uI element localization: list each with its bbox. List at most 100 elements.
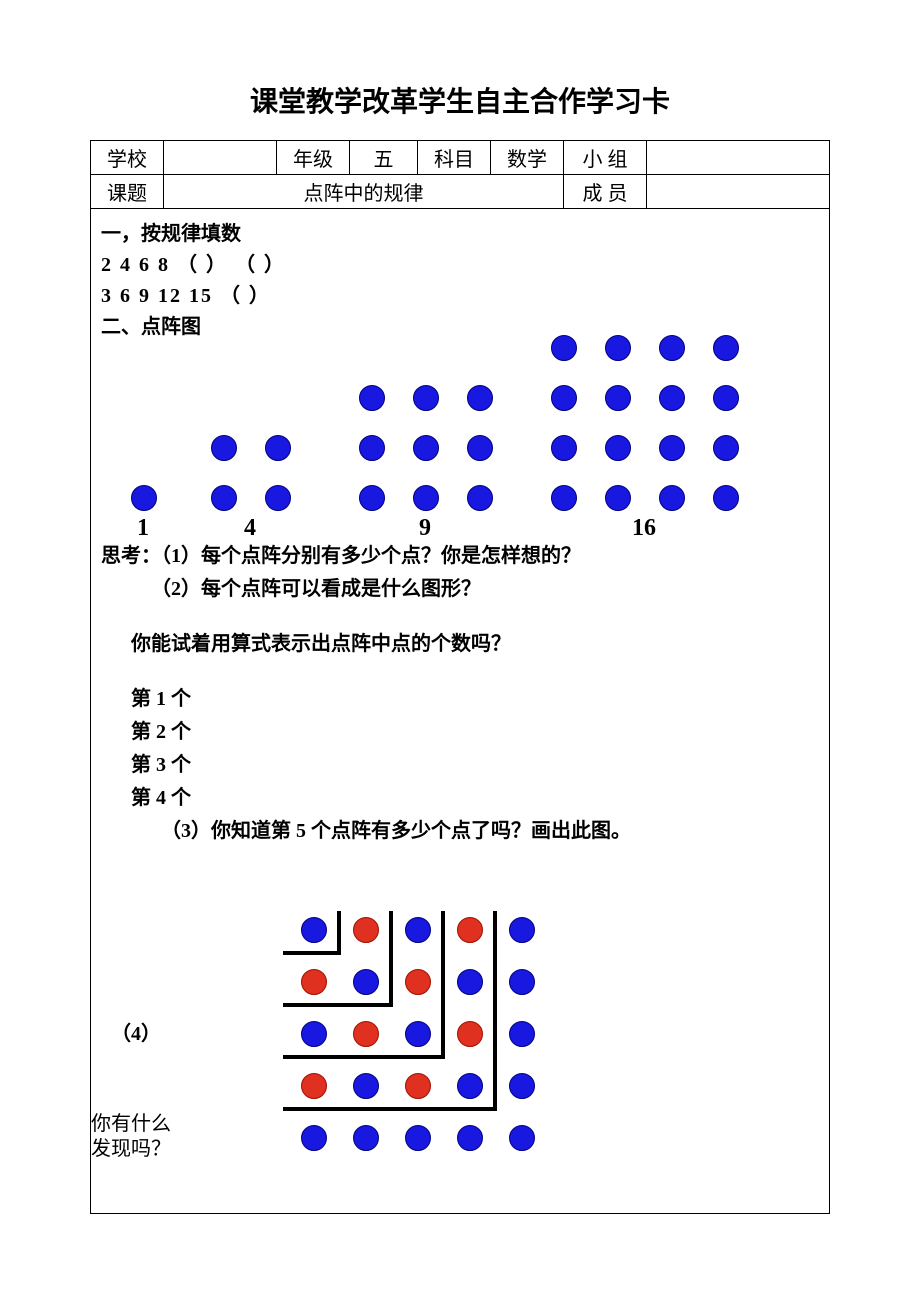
dot <box>713 485 739 511</box>
q4-label: （4） <box>111 1017 161 1046</box>
think-line: 思考：（1）每个点阵分别有多少个点？你是怎样想的？ <box>101 539 819 568</box>
dot <box>509 1021 535 1047</box>
dot <box>659 335 685 361</box>
diagram2: （4） 你有什么 发现吗？ <box>181 907 611 1207</box>
think-label: 思考： <box>101 545 161 567</box>
l-bar-vert <box>337 911 341 955</box>
l-bar-horz <box>283 1003 393 1007</box>
grade-label: 年级 <box>277 141 350 175</box>
subject-label: 科目 <box>418 141 491 175</box>
dot <box>301 1125 327 1151</box>
dot <box>713 435 739 461</box>
page-title: 课堂教学改革学生自主合作学习卡 <box>90 80 830 120</box>
dot <box>509 969 535 995</box>
dot <box>551 435 577 461</box>
dot <box>359 485 385 511</box>
dot <box>353 917 379 943</box>
dot <box>359 385 385 411</box>
q1: （1）每个点阵分别有多少个点？你是怎样想的？ <box>161 545 581 567</box>
l-bar-horz <box>283 951 341 955</box>
group-label: 小 组 <box>564 141 647 175</box>
dot <box>265 435 291 461</box>
school-value <box>164 141 277 175</box>
dot <box>509 1073 535 1099</box>
dot-diagram: 14916 <box>101 345 801 535</box>
nth-2: 第 2 个 <box>101 715 819 744</box>
dot <box>605 485 631 511</box>
dot <box>659 385 685 411</box>
subject-value: 数学 <box>491 141 564 175</box>
header-table: 学校 年级 五 科目 数学 小 组 课题 点阵中的规律 成 员 一，按规律填数 … <box>90 140 830 1214</box>
dot <box>301 1073 327 1099</box>
dot <box>605 335 631 361</box>
dot <box>131 485 157 511</box>
dot <box>713 335 739 361</box>
dot <box>457 1125 483 1151</box>
dot <box>405 969 431 995</box>
topic-label: 课题 <box>91 175 164 209</box>
dot <box>301 969 327 995</box>
section1-title: 一，按规律填数 <box>101 217 819 246</box>
l-bar-vert <box>441 911 445 1059</box>
dot <box>405 917 431 943</box>
section2-title: 二、点阵图 <box>101 310 819 339</box>
l-bar-horz <box>283 1107 497 1111</box>
dot <box>413 435 439 461</box>
dot <box>211 435 237 461</box>
dot <box>713 385 739 411</box>
dot <box>457 969 483 995</box>
find-text-2: 发现吗？ <box>91 1132 171 1161</box>
dot <box>659 435 685 461</box>
dot <box>509 1125 535 1151</box>
dot <box>551 485 577 511</box>
group-value <box>647 141 830 175</box>
dot <box>405 1021 431 1047</box>
l-bar-horz <box>283 1055 445 1059</box>
dot <box>605 385 631 411</box>
dot-group-label: 9 <box>405 515 445 542</box>
dot <box>405 1125 431 1151</box>
dot <box>353 1073 379 1099</box>
dot <box>211 485 237 511</box>
dot <box>457 1073 483 1099</box>
dot <box>467 385 493 411</box>
members-label: 成 员 <box>564 175 647 209</box>
dot <box>605 435 631 461</box>
dot <box>413 385 439 411</box>
q3: （3）你知道第 5 个点阵有多少个点了吗？画出此图。 <box>101 814 819 843</box>
try-text: 你能试着用算式表示出点阵中点的个数吗？ <box>101 627 819 656</box>
dot <box>301 1021 327 1047</box>
dot <box>551 385 577 411</box>
dot <box>467 485 493 511</box>
dot <box>301 917 327 943</box>
dot <box>659 485 685 511</box>
content-cell: 一，按规律填数 2 4 6 8 （ ） （ ） 3 6 9 12 15 （ ） … <box>91 209 830 1214</box>
nth-1: 第 1 个 <box>101 682 819 711</box>
dot-group-label: 16 <box>624 515 664 542</box>
nth-4: 第 4 个 <box>101 781 819 810</box>
dot <box>265 485 291 511</box>
q2: （2）每个点阵可以看成是什么图形？ <box>101 572 819 601</box>
seq-1: 2 4 6 8 （ ） （ ） <box>101 248 819 277</box>
l-bar-vert <box>389 911 393 1007</box>
nth-3: 第 3 个 <box>101 748 819 777</box>
members-value <box>647 175 830 209</box>
dot <box>359 435 385 461</box>
dot <box>509 917 535 943</box>
dot <box>413 485 439 511</box>
l-bar-vert <box>493 911 497 1111</box>
dot <box>353 1125 379 1151</box>
grade-value: 五 <box>350 141 418 175</box>
dot <box>405 1073 431 1099</box>
dot <box>353 1021 379 1047</box>
dot <box>467 435 493 461</box>
dot <box>457 1021 483 1047</box>
dot-group-label: 1 <box>123 515 163 542</box>
seq-2: 3 6 9 12 15 （ ） <box>101 279 819 308</box>
dot-group-label: 4 <box>230 515 270 542</box>
topic-value: 点阵中的规律 <box>164 175 564 209</box>
school-label: 学校 <box>91 141 164 175</box>
dot <box>353 969 379 995</box>
dot <box>551 335 577 361</box>
dot <box>457 917 483 943</box>
